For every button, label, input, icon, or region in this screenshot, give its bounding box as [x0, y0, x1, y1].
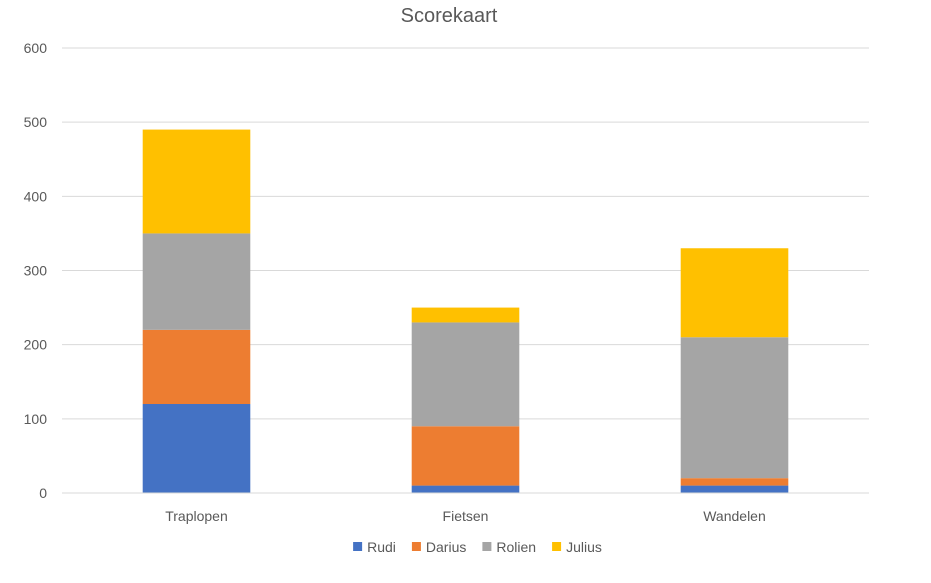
bar-traplopen-julius — [142, 129, 251, 234]
y-tick-label-300: 300 — [24, 263, 48, 279]
legend-label-darius: Darius — [426, 539, 466, 555]
legend-item-rudi: Rudi — [353, 539, 396, 555]
legend-item-julius: Julius — [552, 539, 602, 555]
y-tick-label-600: 600 — [24, 40, 48, 56]
bar-fietsen-darius — [411, 426, 520, 486]
y-tick-label-0: 0 — [39, 485, 47, 501]
y-tick-label-400: 400 — [24, 188, 48, 204]
y-axis-tick-labels: 0 100 200 300 400 500 600 — [24, 40, 48, 501]
x-axis-category-labels: Traplopen Fietsen Wandelen — [165, 508, 766, 524]
y-tick-label-200: 200 — [24, 337, 48, 353]
chart-title: Scorekaart — [401, 5, 498, 27]
legend-item-rolien: Rolien — [482, 539, 536, 555]
bar-wandelen-darius — [680, 478, 789, 486]
legend-swatch-rudi — [353, 542, 363, 551]
x-tick-label-wandelen: Wandelen — [703, 508, 766, 524]
legend-swatch-rolien — [482, 542, 492, 551]
legend-label-julius: Julius — [566, 539, 602, 555]
legend-swatch-darius — [411, 542, 421, 551]
legend: Rudi Darius Rolien Julius — [353, 539, 602, 555]
bar-wandelen-rolien — [680, 337, 789, 479]
bar-wandelen-rudi — [680, 485, 789, 493]
legend-item-darius: Darius — [411, 539, 466, 555]
bar-fietsen-rudi — [411, 485, 520, 493]
x-tick-label-traplopen: Traplopen — [165, 508, 228, 524]
bar-traplopen-darius — [142, 329, 251, 404]
bar-traplopen-rudi — [142, 404, 251, 493]
y-tick-label-500: 500 — [24, 114, 48, 130]
legend-swatch-julius — [552, 542, 562, 551]
bar-fietsen-julius — [411, 307, 520, 323]
x-tick-label-fietsen: Fietsen — [443, 508, 489, 524]
bars — [142, 129, 789, 493]
bar-fietsen-rolien — [411, 322, 520, 427]
bar-traplopen-rolien — [142, 233, 251, 330]
y-tick-label-100: 100 — [24, 411, 48, 427]
bar-wandelen-julius — [680, 248, 789, 338]
legend-label-rolien: Rolien — [496, 539, 536, 555]
legend-label-rudi: Rudi — [367, 539, 396, 555]
